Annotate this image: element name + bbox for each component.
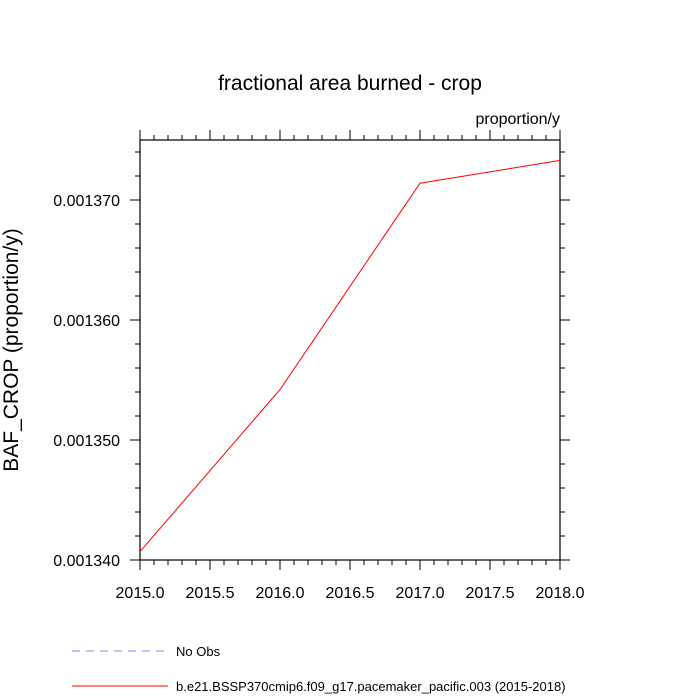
legend: No Obs b.e21.BSSP370cmip6.f09_g17.pacemak… (72, 644, 566, 694)
x-tick-label: 2015.5 (186, 585, 235, 602)
y-tick-label: 0.001350 (53, 433, 120, 450)
tick-labels: 2015.0 2015.5 2016.0 2016.5 2017.0 2017.5 2018… (53, 193, 584, 602)
x-tick-label: 2016.0 (256, 585, 305, 602)
legend-label: No Obs (176, 644, 221, 659)
legend-label: b.e21.BSSP370cmip6.f09_g17.pacemaker_pac… (176, 679, 566, 694)
y-tick-label: 0.001360 (53, 313, 120, 330)
y-tick-label: 0.001370 (53, 193, 120, 210)
x-tick-label: 2015.0 (116, 585, 165, 602)
plot-frame (139, 139, 561, 561)
series-line-1 (139, 159, 561, 552)
y-axis-label: BAF_CROP (proportion/y) (0, 228, 23, 472)
x-tick-label: 2016.5 (326, 585, 375, 602)
x-tick-label: 2017.5 (466, 585, 515, 602)
units-label: proportion/y (476, 111, 561, 128)
x-tick-label: 2017.0 (396, 585, 445, 602)
chart-title: fractional area burned - crop (218, 72, 482, 95)
y-tick-label: 0.001340 (53, 553, 120, 570)
x-tick-label: 2018.0 (536, 585, 585, 602)
plot-area (139, 139, 561, 561)
axis-ticks (130, 130, 570, 570)
